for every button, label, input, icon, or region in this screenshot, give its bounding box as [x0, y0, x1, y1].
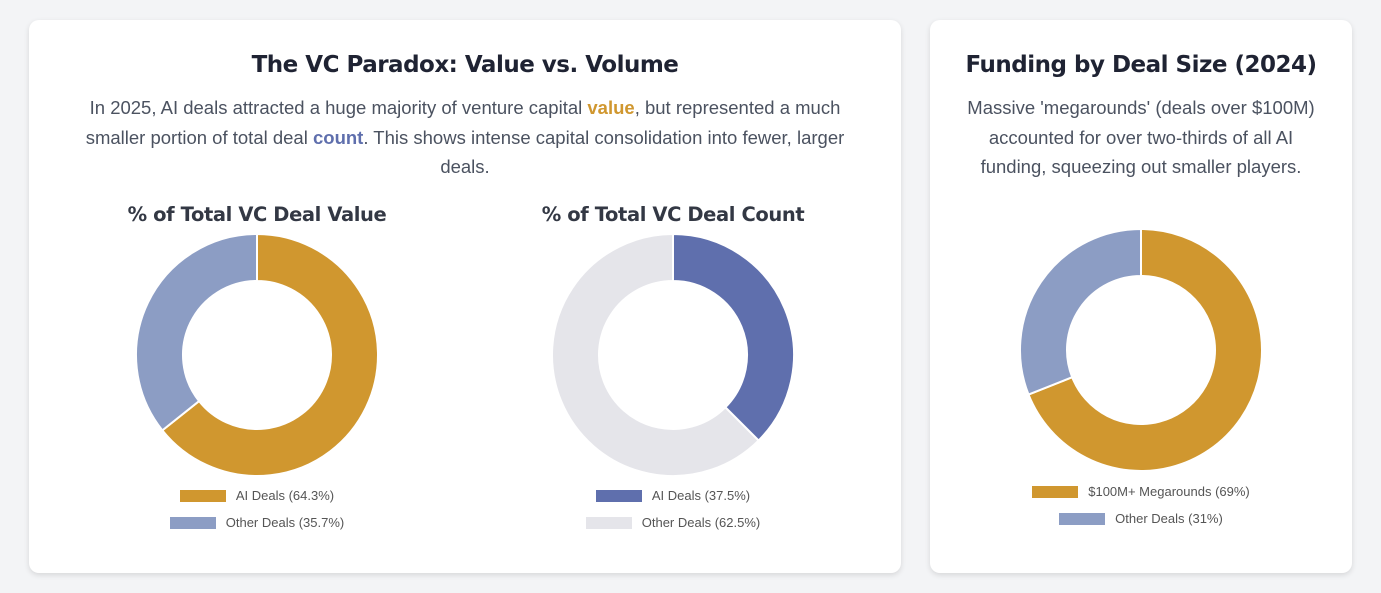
card-description: Massive 'megarounds' (deals over $100M) … [967, 97, 1315, 177]
legend-label: AI Deals (64.3%) [235, 488, 335, 503]
chart-legend: AI Deals (64.3%) Other Deals (35.7%) [57, 482, 457, 536]
deal-value-donut [135, 232, 379, 477]
donut-slice[interactable] [160, 232, 379, 477]
legend-item[interactable]: $100M+ Megarounds (69%) [930, 478, 1352, 505]
card-title: The VC Paradox: Value vs. Volume [251, 52, 679, 78]
desc-text: In 2025, AI deals attracted a huge major… [89, 97, 588, 118]
donut-slice[interactable] [672, 232, 795, 442]
legend-item[interactable]: AI Deals (37.5%) [473, 482, 873, 509]
legend-swatch [1059, 512, 1106, 525]
desc-text: , but represented a much smaller portion… [85, 97, 841, 148]
chart-legend: $100M+ Megarounds (69%) Other Deals (31%) [930, 478, 1352, 532]
legend-swatch [1032, 485, 1079, 498]
legend-swatch [585, 516, 632, 529]
chart-title: % of Total VC Deal Value [127, 203, 387, 226]
vc-paradox-card: The VC Paradox: Value vs. Volume In 2025… [29, 20, 901, 573]
deal-size-donut [1019, 227, 1263, 472]
legend-label: Other Deals (31%) [1115, 511, 1223, 526]
highlight-value: value [587, 97, 635, 118]
legend-item[interactable]: Other Deals (62.5%) [473, 509, 873, 536]
chart-title: % of Total VC Deal Count [541, 203, 805, 226]
legend-label: Other Deals (35.7%) [225, 515, 345, 530]
highlight-count: count [312, 126, 364, 148]
legend-swatch [595, 489, 642, 502]
legend-swatch [179, 489, 226, 502]
legend-label: Other Deals (62.5%) [641, 515, 761, 530]
legend-swatch [169, 516, 216, 529]
donut-slice[interactable] [1027, 227, 1263, 472]
deal-size-card: Funding by Deal Size (2024) Massive 'meg… [930, 20, 1352, 573]
donut-slice[interactable] [1019, 227, 1142, 396]
legend-item[interactable]: AI Deals (64.3%) [57, 482, 457, 509]
legend-item[interactable]: Other Deals (31%) [930, 505, 1352, 532]
legend-label: AI Deals (37.5%) [651, 488, 751, 503]
legend-label: $100M+ Megarounds (69%) [1088, 484, 1250, 499]
deal-count-donut [551, 232, 795, 477]
donut-slice[interactable] [551, 232, 760, 477]
chart-legend: AI Deals (37.5%) Other Deals (62.5%) [473, 482, 873, 536]
card-title: Funding by Deal Size (2024) [965, 52, 1317, 78]
card-description: In 2025, AI deals attracted a huge major… [59, 93, 871, 182]
donut-slice[interactable] [135, 232, 258, 432]
legend-item[interactable]: Other Deals (35.7%) [57, 509, 457, 536]
desc-text: . This shows intense capital consolidati… [363, 126, 845, 178]
